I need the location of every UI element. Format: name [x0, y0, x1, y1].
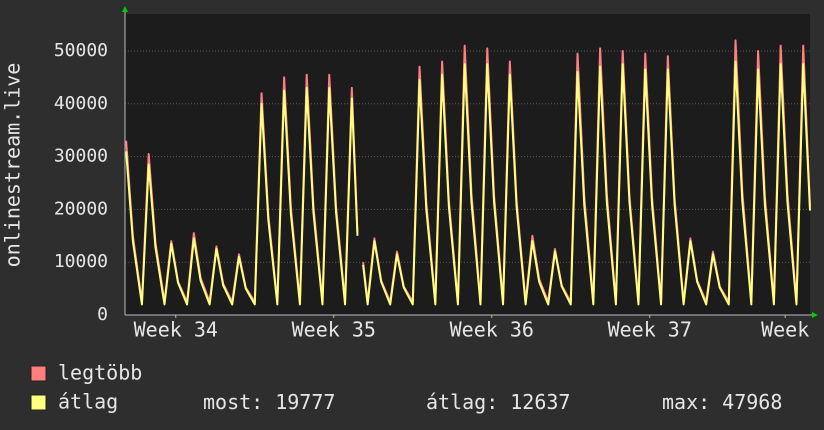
y-axis-title: onlinestream.live — [1, 63, 25, 268]
x-tick-label: Week 36 — [450, 318, 534, 342]
y-tick-label: 0 — [97, 304, 108, 325]
series-line — [125, 60, 811, 306]
y-tick-label: 10000 — [54, 251, 108, 272]
lines — [125, 39, 811, 306]
plot-area — [125, 14, 810, 315]
stat-label: átlag: — [426, 390, 498, 414]
legend: legtöbb átlag most: 19777 átlag: 12637 max: 479… — [30, 361, 782, 414]
legend-label: átlag — [58, 390, 118, 414]
x-tick-label: Week 34 — [134, 318, 218, 342]
y-tick-label: 50000 — [54, 40, 108, 61]
stat: max: 47968 — [662, 390, 782, 414]
legend-swatch — [30, 365, 47, 382]
stat-value: 47968 — [722, 390, 782, 414]
stat-label: most: — [203, 390, 263, 414]
y-arrow — [122, 6, 128, 12]
legend-swatch — [30, 394, 47, 411]
legend-label: legtöbb — [58, 361, 142, 385]
y-tick-label: 40000 — [54, 93, 108, 114]
x-tick-label: Week 37 — [608, 318, 692, 342]
y-tick-label: 30000 — [54, 146, 108, 167]
stat: átlag: 12637 — [426, 390, 570, 414]
x-arrow — [812, 312, 818, 318]
stat-value: 19777 — [275, 390, 335, 414]
x-tick-label: Week — [761, 318, 809, 342]
y-tick-label: 20000 — [54, 198, 108, 219]
stat: most: 19777 — [203, 390, 335, 414]
labels: 0 10000 20000 30000 40000 50000 Week 34 Week 35… — [54, 40, 809, 342]
stat-label: max: — [662, 390, 710, 414]
x-tick-label: Week 35 — [292, 318, 376, 342]
stat-value: 12637 — [510, 390, 570, 414]
